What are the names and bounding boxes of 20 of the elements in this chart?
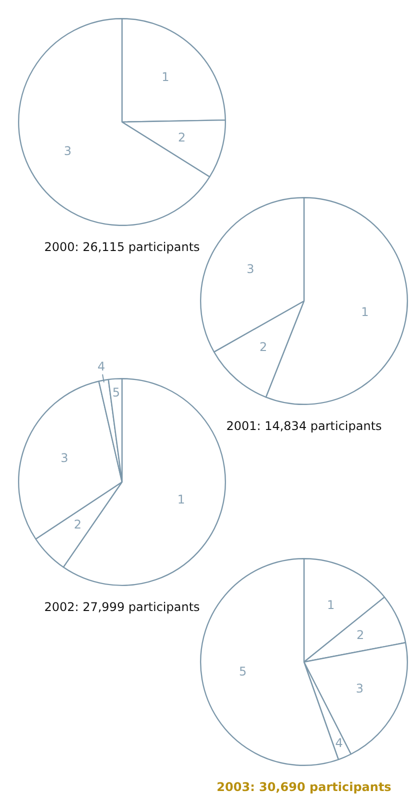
slice-label: 1 xyxy=(326,598,335,612)
slice-label: 2 xyxy=(259,340,268,354)
slice-label: 3 xyxy=(64,144,72,158)
text: 2003: 30,690 participants xyxy=(216,780,392,794)
slice-label: 3 xyxy=(356,681,364,696)
slice-label: 2 xyxy=(178,130,186,145)
text: 2002: 27,999 participants xyxy=(43,600,201,614)
slice-label: 2 xyxy=(74,518,82,532)
slice-label: 4 xyxy=(335,736,343,750)
text: 2001: 14,834 participants xyxy=(225,419,383,433)
text: 2000: 26,115 participants xyxy=(43,240,201,254)
slice-label: 1 xyxy=(361,304,369,319)
slice-label: 3 xyxy=(60,451,68,466)
slice-label: 4 xyxy=(97,360,106,374)
slice-label: 1 xyxy=(177,492,186,507)
slice-label: 2 xyxy=(356,628,364,642)
slice-label: 5 xyxy=(112,385,120,400)
slice-label: 1 xyxy=(162,70,170,84)
slice-label: 5 xyxy=(239,664,247,679)
slice-label: 3 xyxy=(246,262,254,276)
